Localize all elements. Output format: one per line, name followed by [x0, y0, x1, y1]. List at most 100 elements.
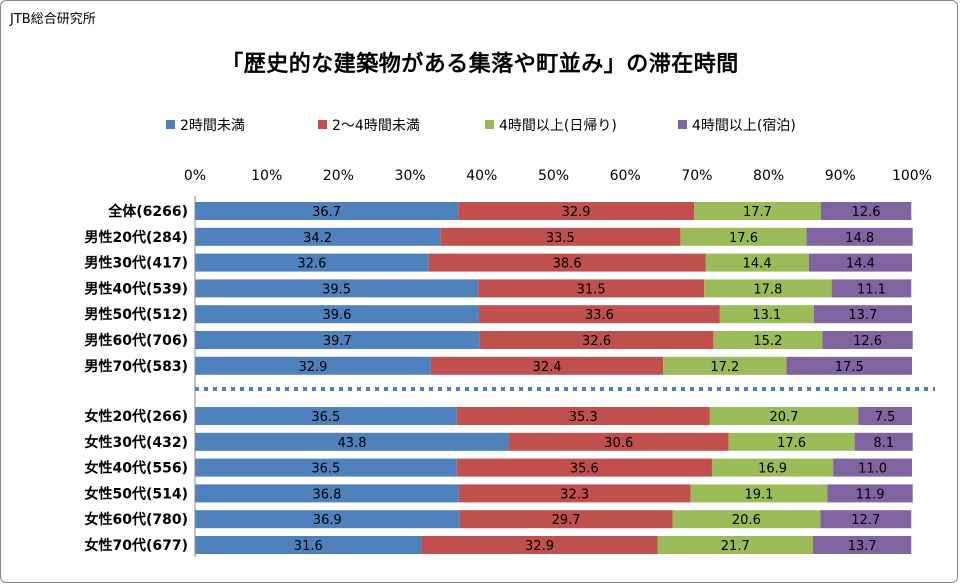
- legend-swatch-4: [678, 120, 687, 129]
- x-tick-label: 30%: [395, 168, 426, 184]
- legend-swatch-1: [166, 120, 175, 129]
- data-label: 36.8: [312, 487, 341, 502]
- data-label: 17.5: [835, 360, 864, 375]
- bar-segment-1: [195, 484, 459, 503]
- data-label: 32.6: [297, 257, 326, 272]
- bar-segment-3: [719, 305, 814, 324]
- bar-segment-1: [195, 279, 479, 298]
- bar-segment-1: [195, 202, 459, 220]
- data-label: 11.0: [858, 462, 887, 477]
- category-label: 男性20代(284): [84, 229, 188, 246]
- data-label: 29.7: [552, 513, 581, 528]
- data-label: 32.9: [562, 205, 591, 220]
- category-label: 男性30代(417): [84, 255, 188, 272]
- x-tick-label: 80%: [753, 168, 784, 184]
- bar-segment-4: [813, 536, 912, 554]
- legend-swatch-3: [485, 120, 494, 129]
- bar-segment-1: [195, 510, 460, 529]
- data-label: 20.6: [732, 513, 761, 528]
- bar-segment-2: [478, 279, 705, 298]
- category-label: 男性50代(512): [84, 306, 188, 323]
- data-label: 21.7: [721, 539, 750, 554]
- data-label: 31.5: [577, 282, 606, 297]
- data-label: 36.9: [313, 513, 342, 528]
- bar-segment-1: [195, 407, 457, 425]
- x-tick-label: 100%: [892, 168, 932, 184]
- data-label: 13.7: [848, 308, 877, 323]
- x-tick-label: 40%: [466, 168, 497, 184]
- bar-segment-2: [440, 227, 681, 246]
- category-label: 男性60代(706): [84, 332, 188, 349]
- bar-segment-4: [833, 458, 912, 477]
- data-label: 14.4: [743, 257, 772, 272]
- bar-segment-4: [786, 356, 912, 375]
- x-tick-label: 60%: [610, 168, 641, 184]
- bar-segment-1: [195, 458, 457, 477]
- bar-segment-2: [459, 510, 673, 529]
- category-label: 女性70代(677): [84, 537, 188, 554]
- bar-segment-4: [813, 305, 912, 324]
- bar-segment-1: [195, 356, 431, 375]
- data-label: 11.9: [856, 487, 885, 502]
- bar-segment-4: [806, 227, 913, 246]
- bar-segment-4: [831, 279, 912, 298]
- bar-segment-4: [822, 331, 913, 349]
- category-label: 男性70代(583): [84, 358, 188, 375]
- data-label: 33.5: [546, 231, 575, 246]
- data-label: 31.6: [294, 539, 323, 554]
- bar-segment-2: [456, 407, 710, 425]
- category-label: 女性30代(432): [84, 434, 188, 451]
- bar-segment-1: [195, 305, 479, 324]
- data-label: 16.9: [758, 462, 787, 477]
- bar-segment-3: [672, 510, 821, 529]
- x-tick-label: 20%: [323, 168, 354, 184]
- data-label: 36.5: [311, 462, 340, 477]
- data-label: 17.8: [753, 282, 782, 297]
- bar-segment-3: [657, 536, 814, 554]
- bar-segment-3: [713, 331, 823, 349]
- legend-label-3: 4時間以上(日帰り): [499, 117, 617, 134]
- data-label: 11.1: [857, 282, 886, 297]
- data-label: 12.6: [852, 205, 881, 220]
- bar-segment-3: [690, 484, 828, 503]
- data-label: 14.4: [846, 257, 875, 272]
- legend-label-4: 4時間以上(宿泊): [692, 117, 796, 134]
- data-label: 32.9: [298, 360, 327, 375]
- data-label: 12.6: [853, 334, 882, 349]
- data-label: 14.8: [845, 231, 874, 246]
- bar-segment-4: [808, 253, 912, 272]
- data-label: 13.7: [848, 539, 877, 554]
- data-label: 8.1: [873, 436, 894, 451]
- category-label: 女性40代(556): [84, 460, 188, 477]
- data-label: 38.6: [553, 257, 582, 272]
- data-label: 32.3: [560, 487, 589, 502]
- data-label: 36.7: [312, 205, 341, 220]
- data-label: 34.2: [303, 231, 332, 246]
- bar-segment-3: [728, 432, 855, 451]
- bar-segment-2: [428, 253, 706, 272]
- bar-segment-3: [680, 227, 807, 246]
- data-label: 17.6: [777, 436, 806, 451]
- data-label: 33.6: [585, 308, 614, 323]
- bar-segment-3: [711, 458, 834, 477]
- bar-segment-1: [195, 253, 429, 272]
- data-label: 13.1: [752, 308, 781, 323]
- category-label: 女性20代(266): [84, 408, 188, 425]
- category-label: 男性40代(539): [84, 280, 188, 297]
- bar-segment-4: [820, 202, 912, 220]
- data-label: 20.7: [770, 410, 799, 425]
- bar-segment-2: [509, 432, 729, 451]
- data-label: 30.6: [604, 436, 633, 451]
- bar-segment-3: [694, 202, 821, 220]
- data-label: 7.5: [875, 410, 896, 425]
- legend-swatch-2: [318, 120, 327, 129]
- x-tick-label: 10%: [251, 168, 282, 184]
- bar-segment-3: [704, 279, 832, 298]
- bar-segment-2: [478, 305, 720, 324]
- data-label: 35.6: [570, 462, 599, 477]
- data-label: 43.8: [338, 436, 367, 451]
- data-label: 39.5: [322, 282, 351, 297]
- bar-segment-3: [705, 253, 809, 272]
- x-tick-label: 70%: [681, 168, 712, 184]
- chart-title: 「歴史的な建築物がある集落や町並み」の滞在時間: [221, 52, 739, 77]
